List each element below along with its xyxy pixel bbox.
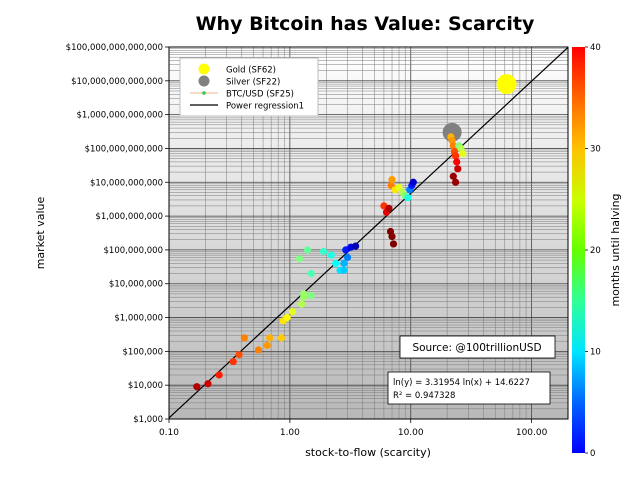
btc-point xyxy=(307,269,315,278)
x-tick-label: 1.00 xyxy=(280,428,300,438)
btc-point xyxy=(388,232,396,241)
source-annotation: Source: @100trillionUSD xyxy=(399,335,556,359)
btc-point xyxy=(332,259,340,267)
regression-line xyxy=(169,47,568,419)
y-tick-label: $10,000,000,000,000 xyxy=(71,77,163,87)
colorbar: 0 10 20 30 40 months until halving xyxy=(572,43,622,459)
equation-box xyxy=(387,371,551,405)
x-tick-label: 0.10 xyxy=(159,428,179,438)
btc-point xyxy=(343,253,352,262)
equation-text: ln(y) = 3.31954 ln(x) + 14.6227 xyxy=(393,378,530,388)
btc-point xyxy=(229,357,237,366)
btc-point xyxy=(303,246,312,254)
legend-gold-marker xyxy=(198,63,210,75)
x-tick-label: 10.00 xyxy=(398,428,424,438)
y-tick-label: $100,000,000 xyxy=(104,246,163,256)
y-tick-label: $1,000,000 xyxy=(114,314,163,324)
plot-frame xyxy=(168,46,569,420)
colorbar-gradient xyxy=(572,47,585,453)
x-tick-label: 100.00 xyxy=(516,428,548,438)
y-tick-label: $1,000 xyxy=(133,415,163,425)
btc-point xyxy=(319,247,328,256)
btc-point xyxy=(388,175,396,184)
y-axis-ticks: $1,000 $10,000 $100,000 $1,000,000 $10,000,0… xyxy=(66,43,169,425)
x-axis-ticks: 0.10 1.00 10.00 100.00 xyxy=(159,419,548,438)
btc-point xyxy=(263,341,271,350)
colorbar-label: months until halving xyxy=(609,193,622,306)
btc-point xyxy=(389,240,398,248)
btc-point xyxy=(254,346,263,354)
btc-point xyxy=(449,142,457,150)
btc-point xyxy=(307,291,315,300)
y-tick-label: $100,000,000,000 xyxy=(85,144,163,154)
btc-point xyxy=(340,259,348,267)
colorbar-tick-label: 20 xyxy=(590,246,601,256)
legend: Gold (SF62) Silver (SF22) BTC/USD (SF25)… xyxy=(179,57,319,117)
y-tick-label: $1,000,000,000 xyxy=(95,212,163,222)
btc-point xyxy=(235,351,243,359)
y-tick-label: $10,000,000 xyxy=(109,280,163,290)
gold-point xyxy=(496,74,517,95)
y-tick-label: $100,000,000,000,000 xyxy=(66,43,163,53)
btc-point xyxy=(352,242,360,250)
colorbar-tick-label: 40 xyxy=(590,43,601,53)
btc-point xyxy=(193,383,201,391)
source-box xyxy=(399,335,556,359)
colorbar-tick-label: 30 xyxy=(590,145,601,155)
y-tick-label: $100,000 xyxy=(122,347,163,357)
y-tick-label: $10,000 xyxy=(128,381,163,391)
btc-point xyxy=(453,158,461,166)
y-axis-label: market value xyxy=(34,196,47,269)
regression-line-group xyxy=(169,47,568,419)
btc-point xyxy=(204,380,212,388)
legend-btc-marker xyxy=(202,91,206,95)
legend-gold-label: Gold (SF62) xyxy=(226,66,276,76)
btc-point xyxy=(295,255,304,263)
btc-point xyxy=(451,178,460,186)
r-squared-text: R² = 0.947328 xyxy=(393,391,455,401)
btc-point xyxy=(409,178,417,186)
legend-silver-marker xyxy=(198,75,210,87)
btc-point xyxy=(300,290,308,298)
btc-point xyxy=(451,152,460,160)
chart-title: Why Bitcoin has Value: Scarcity xyxy=(196,13,535,35)
colorbar-tick-label: 0 xyxy=(590,449,595,459)
y-tick-label: $10,000,000,000 xyxy=(90,178,163,188)
colorbar-ticks: 0 10 20 30 40 xyxy=(585,43,601,459)
btc-point xyxy=(385,204,393,212)
data-points xyxy=(193,74,517,391)
colorbar-tick-label: 10 xyxy=(590,348,601,358)
source-text: Source: @100trillionUSD xyxy=(412,342,541,354)
legend-silver-label: Silver (SF22) xyxy=(226,78,280,88)
legend-btc-label: BTC/USD (SF25) xyxy=(226,90,294,100)
btc-point xyxy=(459,150,467,158)
btc-point xyxy=(277,334,285,342)
y-tick-label: $1,000,000,000,000 xyxy=(76,111,163,121)
btc-point xyxy=(288,307,297,316)
btc-point xyxy=(283,313,291,322)
btc-point xyxy=(240,334,248,342)
btc-point xyxy=(449,172,457,180)
btc-point xyxy=(266,334,274,342)
btc-point xyxy=(327,251,335,259)
btc-point xyxy=(454,165,462,173)
btc-point xyxy=(297,300,306,308)
regression-equation-box: ln(y) = 3.31954 ln(x) + 14.6227 R² = 0.9… xyxy=(387,371,551,405)
x-axis-label: stock-to-flow (scarcity) xyxy=(305,446,431,459)
btc-point xyxy=(340,266,348,274)
btc-point xyxy=(215,371,223,379)
legend-regression-label: Power regression1 xyxy=(226,102,304,112)
btc-point xyxy=(404,194,412,202)
